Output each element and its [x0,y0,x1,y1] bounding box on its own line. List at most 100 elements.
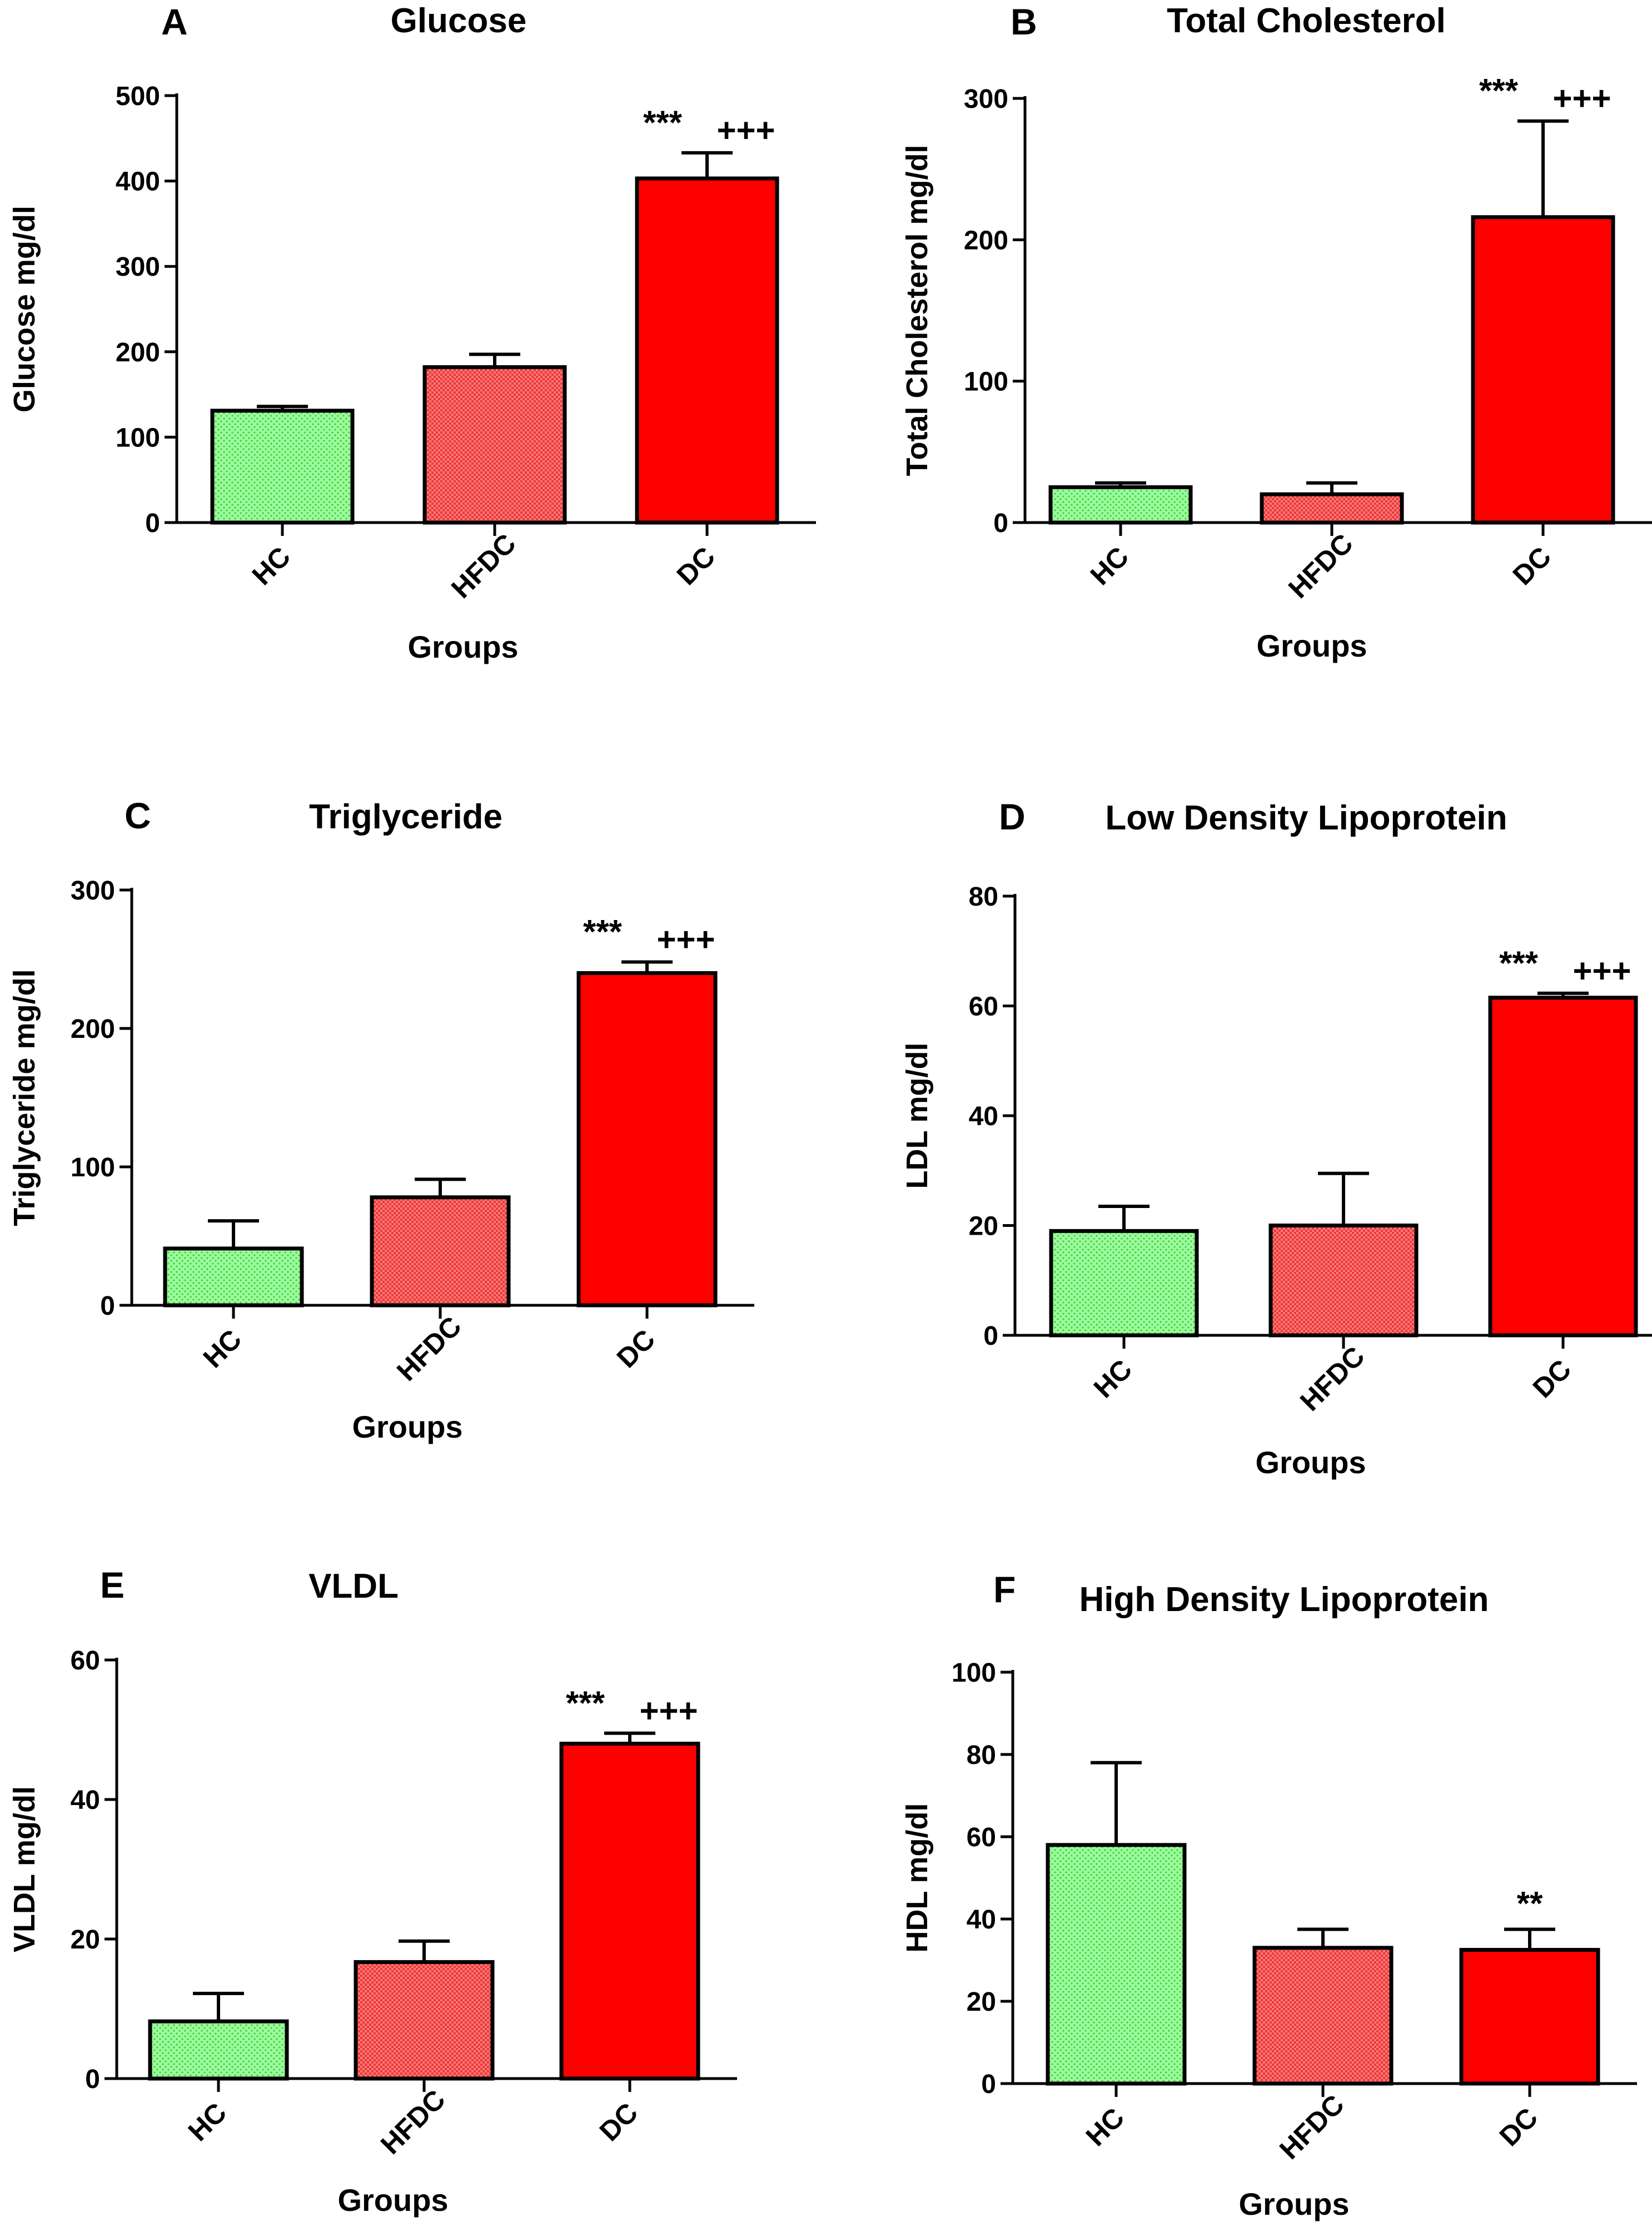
y-tick-label: 40 [967,1905,996,1935]
y-tick-label: 80 [967,1741,996,1770]
chart-title: Total Cholesterol [1167,2,1446,40]
y-tick-label: 100 [952,1658,996,1688]
significance-stars: *** [1499,944,1539,982]
y-tick-label: 200 [116,338,160,367]
bar-dc [1471,215,1615,525]
y-tick-label: 0 [993,509,1008,538]
y-tick-label: 200 [964,226,1008,255]
significance-plus: +++ [1553,80,1611,117]
bar-hfdc [1252,1946,1394,2086]
panel-f: F High Density Lipoprotein 0 20 40 60 80 100 HDL… [900,1569,1637,2221]
significance-stars: *** [643,104,683,141]
y-tick-label: 40 [71,1786,100,1815]
y-axis-label: Total Cholesterol mg/dl [900,145,934,476]
y-tick-label: 0 [100,1291,115,1321]
y-tick-label: 400 [116,167,160,197]
y-tick-label: 300 [964,84,1008,114]
x-axis-label: Groups [1238,2186,1349,2221]
panel-letter: B [1011,1,1037,42]
panel-e: E VLDL 0 20 40 60 VLDL mg/dl HC HFDC DC Groups *** +… [8,1564,737,2218]
y-axis-label: Triglyceride mg/dl [8,969,41,1226]
y-tick-label: 0 [85,2065,100,2094]
bar-dc [1459,1948,1600,2086]
x-tick-label-hc: HC [197,1324,248,1374]
y-tick-label: 60 [71,1646,100,1676]
y-axis-label: VLDL mg/dl [8,1786,41,1952]
significance-stars: ** [1517,1885,1543,1922]
chart-title: Low Density Lipoprotein [1105,799,1507,837]
chart-title: High Density Lipoprotein [1079,1580,1489,1619]
bar-hc [163,1246,304,1308]
x-tick-label-dc: DC [594,2097,644,2147]
y-tick-label: 100 [71,1153,115,1182]
chart-title: VLDL [308,1567,399,1605]
y-tick-label: 500 [116,82,160,111]
y-tick-label: 100 [964,367,1008,397]
chart-title: Glucose [391,2,527,40]
y-axis-label: LDL mg/dl [900,1043,934,1189]
x-axis-label: Groups [1255,1445,1366,1480]
x-tick-label-hc: HC [1080,2102,1131,2153]
bar-dc [635,176,779,525]
panel-a: A Glucose 0 100 200 300 400 500 Glucose mg/dl HC H… [8,1,816,664]
y-tick-label: 200 [71,1015,115,1044]
bar-hfdc [370,1195,511,1308]
bar-hc [1049,1229,1199,1338]
x-tick-label-hc: HC [1084,541,1135,591]
y-tick-label: 300 [116,252,160,282]
y-tick-label: 0 [983,1321,998,1351]
panel-letter: A [161,1,188,42]
panel-letter: E [100,1564,125,1605]
significance-plus: +++ [1573,952,1631,990]
x-tick-label-hc: HC [246,541,297,591]
y-tick-label: 0 [981,2070,996,2099]
y-axis-label: Glucose mg/dl [8,206,41,412]
y-tick-label: 0 [145,509,160,538]
panel-letter: D [999,796,1026,837]
x-tick-label-dc: DC [1507,541,1558,591]
y-tick-label: 60 [967,1823,996,1852]
x-tick-label-dc: DC [611,1324,661,1374]
chart-title: Triglyceride [309,798,502,836]
x-axis-label: Groups [1256,628,1367,663]
y-tick-label: 100 [116,423,160,453]
bar-hc [1046,1843,1187,2086]
bar-hc [210,409,355,525]
significance-plus: +++ [716,112,775,149]
significance-stars: *** [1479,72,1519,110]
x-tick-label-hfdc: HFDC [1273,2089,1350,2165]
bar-hfdc [1268,1224,1419,1338]
x-tick-label-hfdc: HFDC [1282,528,1359,604]
x-axis-label: Groups [407,629,518,664]
y-axis-label: HDL mg/dl [900,1803,934,1953]
bar-dc [576,971,718,1308]
panel-c: C Triglyceride 0 100 200 300 Triglyceride mg/d… [8,795,754,1444]
x-tick-label-hfdc: HFDC [445,528,522,604]
bar-dc [1488,996,1638,1338]
panel-b: B Total Cholesterol 0 100 200 300 Total Choles… [900,1,1652,663]
bar-hc [1048,485,1193,525]
y-tick-label: 20 [967,1987,996,2017]
x-tick-label-hfdc: HFDC [375,2084,451,2160]
y-tick-label: 300 [71,876,115,906]
x-tick-label-hc: HC [182,2097,233,2147]
bar-hc [148,2019,289,2081]
x-tick-label-dc: DC [671,541,721,591]
panel-letter: F [993,1569,1016,1610]
x-axis-label: Groups [352,1409,462,1444]
x-tick-label-dc: DC [1527,1354,1578,1404]
y-tick-label: 40 [969,1102,998,1131]
panel-letter: C [125,795,151,836]
bar-dc [559,1742,700,2081]
significance-stars: *** [583,913,623,950]
significance-stars: *** [566,1684,605,1722]
x-tick-label-hfdc: HFDC [1294,1340,1371,1417]
bar-hfdc [1260,492,1404,525]
significance-plus: +++ [639,1692,698,1729]
x-tick-label-dc: DC [1494,2102,1544,2153]
y-tick-label: 20 [71,1925,100,1955]
x-tick-label-hc: HC [1088,1354,1138,1404]
x-tick-label-hfdc: HFDC [391,1310,467,1387]
significance-plus: +++ [656,921,715,958]
